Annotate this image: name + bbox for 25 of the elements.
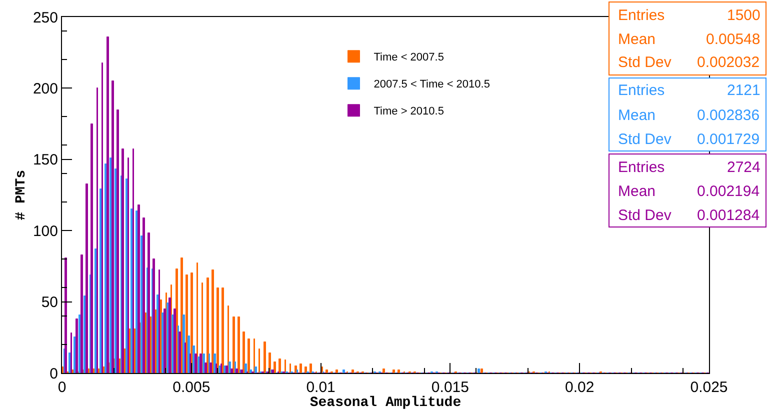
text: Entries 2724 [618, 159, 760, 176]
text: Mean 0.002194 [618, 183, 760, 200]
y-axis-title: # PMTs [14, 170, 30, 220]
text: Mean 0.00548 [618, 31, 760, 48]
x-tick-label: 0.015 [431, 379, 469, 396]
text: Entries 1500 [618, 7, 760, 24]
y-tick-label: 200 [32, 80, 58, 98]
text: Mean 0.002836 [618, 107, 760, 124]
x-axis-title: Seasonal Amplitude [310, 395, 462, 411]
text: Std Dev 0.001284 [618, 207, 760, 224]
text: Std Dev 0.001729 [618, 131, 760, 148]
legend-label: 2007.5 < Time < 2010.5 [374, 78, 490, 91]
y-tick-label: 250 [32, 9, 58, 26]
y-tick-label: 100 [32, 222, 58, 240]
x-tick-label: 0.005 [172, 379, 210, 396]
y-tick-label: 150 [32, 152, 58, 169]
x-tick-label: 0.02 [565, 379, 594, 396]
legend-label: Time < 2007.5 [374, 52, 444, 64]
text: Std Dev 0.002032 [618, 54, 760, 71]
text: Entries 2121 [618, 82, 760, 99]
legend-label: Time > 2010.5 [374, 106, 444, 118]
x-tick-label: 0.025 [690, 379, 728, 396]
y-tick-label: 0 [50, 365, 58, 382]
y-tick-label: 50 [41, 294, 58, 312]
x-tick-label: 0.01 [306, 379, 336, 396]
